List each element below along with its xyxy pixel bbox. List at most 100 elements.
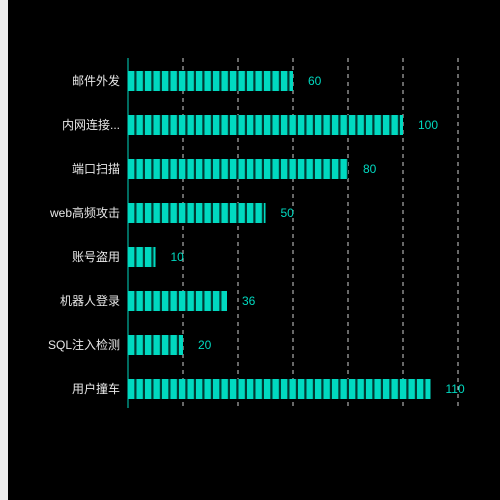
bar-segment: [153, 379, 160, 399]
bar-segment: [213, 203, 220, 223]
bar-segment: [136, 379, 143, 399]
bar-segment: [298, 379, 305, 399]
bar-segment: [128, 203, 135, 223]
bar-segment: [213, 71, 220, 91]
bar-segment: [289, 115, 296, 135]
bar-segment: [315, 159, 322, 179]
bar-segment: [230, 159, 237, 179]
bar-segment: [153, 71, 160, 91]
bar-segment: [136, 247, 143, 267]
bar-segment: [179, 115, 186, 135]
value-label: 20: [198, 338, 212, 352]
bar-segment: [213, 159, 220, 179]
value-label: 10: [171, 250, 185, 264]
bar: [128, 335, 183, 355]
bar-segment: [153, 115, 160, 135]
bar-segment: [340, 159, 347, 179]
bar-segment: [170, 203, 177, 223]
bar-segment: [374, 379, 381, 399]
bar-segment: [153, 335, 160, 355]
bar-segment: [281, 159, 288, 179]
bar-segment: [128, 247, 135, 267]
bar-segment: [247, 379, 254, 399]
value-label: 36: [242, 294, 256, 308]
bar-segment: [272, 379, 279, 399]
bar-segment: [162, 203, 169, 223]
bar-segment: [238, 203, 245, 223]
bar-segment: [204, 115, 211, 135]
bar-segment: [196, 291, 203, 311]
bar-segment: [128, 115, 135, 135]
bar-segment: [247, 71, 254, 91]
bar-segment: [179, 335, 183, 355]
bar-segment: [289, 379, 296, 399]
bar-segment: [187, 159, 194, 179]
bar-segment: [281, 71, 288, 91]
bar-segment: [221, 115, 228, 135]
bar-segment: [383, 115, 390, 135]
bar-segment: [145, 71, 152, 91]
bar-segment: [349, 379, 356, 399]
bar-segment: [391, 379, 398, 399]
bar-segment: [264, 71, 271, 91]
bar-segment: [264, 115, 271, 135]
bars: [128, 71, 431, 399]
bar-segment: [204, 71, 211, 91]
bar-segment: [187, 291, 194, 311]
bar-segment: [204, 379, 211, 399]
bar-segment: [179, 379, 186, 399]
bar-segment: [272, 71, 279, 91]
bar-segment: [391, 115, 398, 135]
bar-segment: [289, 71, 293, 91]
bar-segment: [128, 291, 135, 311]
bar-segment: [281, 115, 288, 135]
bar-segment: [306, 379, 313, 399]
bar-segment: [221, 291, 227, 311]
category-label: web高频攻击: [49, 205, 120, 220]
category-label: 邮件外发: [72, 73, 120, 88]
bar-segment: [238, 71, 245, 91]
bar-segment: [145, 291, 152, 311]
bar-segment: [306, 115, 313, 135]
bar-segment: [425, 379, 431, 399]
bar-segment: [332, 115, 339, 135]
bar-segment: [264, 203, 266, 223]
bar-segment: [187, 115, 194, 135]
bar-segment: [213, 379, 220, 399]
bar-segment: [136, 71, 143, 91]
bar-segment: [247, 203, 254, 223]
category-label: 端口扫描: [72, 162, 120, 176]
bar: [128, 247, 156, 267]
bar-segment: [357, 379, 364, 399]
bar-segment: [187, 203, 194, 223]
bar-segment: [136, 203, 143, 223]
bar-segment: [162, 71, 169, 91]
bar-segment: [145, 379, 152, 399]
bar-segment: [162, 379, 169, 399]
bar-segment: [128, 71, 135, 91]
bar-segment: [349, 115, 356, 135]
bar-segment: [187, 379, 194, 399]
bar-segment: [213, 291, 220, 311]
bar-segment: [179, 203, 186, 223]
bar-segment: [153, 291, 160, 311]
bar-segment: [170, 115, 177, 135]
bar-segment: [289, 159, 296, 179]
bar-segment: [170, 71, 177, 91]
bar: [128, 203, 266, 223]
bar-segment: [179, 71, 186, 91]
bar-segment: [230, 71, 237, 91]
bar-segment: [340, 379, 347, 399]
bar: [128, 379, 431, 399]
bar-segment: [238, 379, 245, 399]
bar: [128, 291, 227, 311]
bar-segment: [170, 379, 177, 399]
bar-segment: [221, 71, 228, 91]
bar-segment: [136, 291, 143, 311]
bar-segment: [315, 379, 322, 399]
bar-segment: [128, 379, 135, 399]
bar-segment: [230, 115, 237, 135]
bar-segment: [153, 247, 156, 267]
